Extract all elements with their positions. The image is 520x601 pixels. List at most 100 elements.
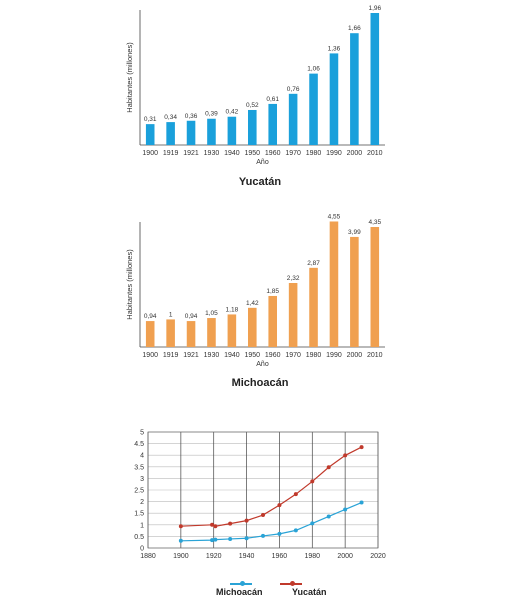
line-chart-x-tick-label: 1880 (140, 553, 156, 560)
line-chart-y-tick-label: 2 (140, 499, 144, 506)
line-chart-y-tick-label: 3 (140, 476, 144, 483)
line-chart-x-tick-label: 2000 (337, 553, 353, 560)
line-point-yucatan (178, 524, 183, 529)
yucatan-x-tick-label: 1950 (245, 150, 261, 157)
yucatan-chart-title: Yucatán (238, 176, 282, 188)
line-chart-y-tick-label: 1.5 (134, 511, 144, 518)
line-chart-y-tick-label: 0.5 (134, 534, 144, 541)
yucatan-data-label: 0,39 (205, 111, 218, 118)
line-point-michoacan (310, 521, 315, 526)
yucatan-data-label: 0,34 (164, 114, 177, 121)
line-chart-x-tick-label: 1920 (206, 553, 222, 560)
michoacan-bar (145, 321, 155, 347)
michoacan-x-tick-label: 1930 (204, 352, 220, 359)
line-chart-y-tick-label: 1 (140, 522, 144, 529)
yucatan-x-tick-label: 1900 (142, 150, 158, 157)
michoacan-data-label: 1,05 (205, 310, 218, 317)
michoacan-data-label: 1,18 (226, 306, 239, 313)
michoacan-bar (227, 314, 237, 347)
yucatan-bar (145, 124, 155, 145)
michoacan-bar (309, 267, 318, 347)
michoacan-bar (370, 227, 380, 347)
line-point-yucatan (343, 453, 348, 458)
line-point-michoacan (228, 536, 233, 541)
yucatan-bar (350, 33, 359, 145)
yucatan-x-tick-label: 2010 (367, 150, 383, 157)
legend-marker-yucatan (290, 581, 295, 586)
yucatan-bar (329, 53, 339, 145)
yucatan-data-label: 0,31 (144, 116, 157, 123)
yucatan-bar (227, 116, 237, 145)
michoacan-data-label: 0,94 (185, 313, 198, 320)
michoacan-data-label: 4,35 (368, 219, 381, 226)
yucatan-bar (268, 103, 277, 145)
line-point-michoacan (261, 533, 265, 538)
michoacan-bar (268, 295, 277, 347)
michoacan-data-label: 4,55 (328, 213, 341, 220)
legend-label-yucatan: Yucatán (292, 587, 327, 597)
yucatan-bar (248, 109, 257, 145)
michoacan-chart-title: Michoacán (231, 377, 289, 389)
michoacan-x-tick-label: 1940 (224, 352, 240, 359)
michoacan-x-tick-label: 1990 (326, 352, 342, 359)
line-point-michoacan (213, 537, 218, 542)
line-chart-x-tick-label: 1900 (173, 553, 189, 560)
michoacan-data-label: 2,32 (287, 275, 300, 282)
line-point-yucatan (210, 522, 215, 527)
legend-label-michoacan: Michoacán (216, 587, 263, 597)
michoacan-data-label: 3,99 (348, 229, 361, 236)
line-point-yucatan (228, 521, 233, 526)
legend-item-yucatan: Yucatán (280, 575, 372, 597)
line-chart-y-tick-label: 0 (140, 546, 144, 553)
line-chart-y-tick-label: 4.5 (134, 441, 144, 448)
line-chart-y-tick-label: 5 (140, 430, 144, 437)
yucatan-data-label: 1,66 (348, 25, 361, 32)
yucatan-x-tick-label: 2000 (347, 150, 363, 157)
line-point-yucatan (277, 503, 282, 508)
line-point-yucatan (293, 492, 298, 497)
yucatan-x-tick-label: 1960 (265, 150, 281, 157)
michoacan-bar (207, 318, 216, 347)
line-chart-legend: Michoacán Yucatán (0, 575, 520, 597)
line-point-yucatan (213, 524, 218, 529)
legend-marker-michoacan (240, 581, 245, 586)
yucatan-bar (166, 122, 175, 145)
line-chart-y-tick-label: 4 (140, 453, 144, 460)
yucatan-bar (207, 118, 216, 145)
michoacan-x-tick-label: 1921 (183, 352, 199, 359)
yucatan-data-label: 0,36 (185, 113, 198, 120)
michoacan-bar (288, 283, 298, 347)
line-chart-x-tick-label: 1980 (304, 553, 320, 560)
yucatan-x-tick-label: 1970 (285, 150, 301, 157)
michoacan-x-tick-label: 1900 (142, 352, 158, 359)
michoacan-bar (186, 321, 196, 347)
yucatan-x-tick-label: 1990 (326, 150, 342, 157)
yucatan-bar (370, 13, 380, 145)
michoacan-bar (329, 221, 339, 347)
michoacan-bar (248, 307, 257, 347)
line-point-yucatan (261, 513, 265, 518)
yucatan-x-axis-title: Año (256, 159, 269, 166)
line-chart-y-tick-label: 2.5 (134, 488, 144, 495)
yucatan-x-tick-label: 1940 (224, 150, 240, 157)
legend-item-michoacan: Michoacán (216, 575, 322, 597)
line-chart-x-tick-label: 1960 (272, 553, 288, 560)
line-point-michoacan (343, 507, 348, 512)
michoacan-x-tick-label: 2010 (367, 352, 383, 359)
line-point-michoacan (359, 500, 364, 505)
line-chart-plot-frame (147, 431, 379, 549)
yucatan-x-tick-label: 1921 (183, 150, 199, 157)
line-point-yucatan (310, 479, 315, 484)
yucatan-data-label: 0,76 (287, 86, 300, 93)
michoacan-x-tick-label: 1980 (306, 352, 322, 359)
yucatan-bar (186, 120, 196, 145)
michoacan-data-label: 1,42 (246, 300, 259, 307)
yucatan-data-label: 0,61 (266, 96, 279, 103)
yucatan-data-label: 0,52 (246, 102, 259, 109)
yucatan-data-label: 0,42 (226, 109, 239, 116)
michoacan-bar (350, 236, 359, 347)
michoacan-bar (166, 319, 175, 347)
michoacan-data-label: 1 (169, 311, 173, 318)
michoacan-y-axis-title: Habitantes (millones) (125, 249, 134, 320)
